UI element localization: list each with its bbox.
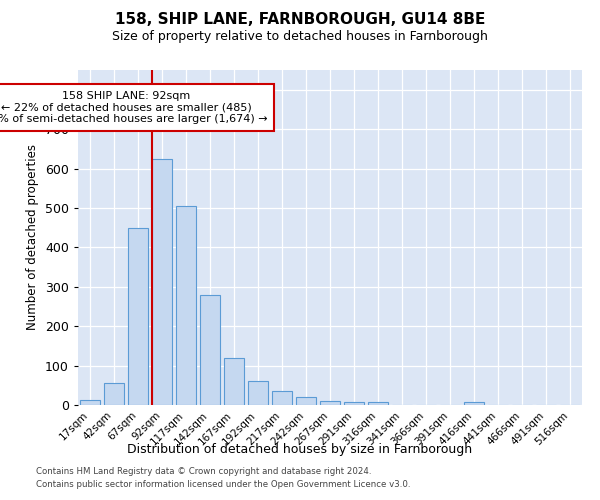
Bar <box>224 358 244 405</box>
Bar <box>272 391 292 405</box>
Text: 158 SHIP LANE: 92sqm
← 22% of detached houses are smaller (485)
78% of semi-deta: 158 SHIP LANE: 92sqm ← 22% of detached h… <box>0 91 268 124</box>
Bar <box>152 158 172 405</box>
Y-axis label: Number of detached properties: Number of detached properties <box>26 144 40 330</box>
Bar <box>128 228 148 405</box>
Bar <box>176 206 196 405</box>
Text: Size of property relative to detached houses in Farnborough: Size of property relative to detached ho… <box>112 30 488 43</box>
Bar <box>200 294 220 405</box>
Bar <box>248 380 268 405</box>
Bar <box>344 402 364 405</box>
Text: 158, SHIP LANE, FARNBOROUGH, GU14 8BE: 158, SHIP LANE, FARNBOROUGH, GU14 8BE <box>115 12 485 28</box>
Bar <box>80 400 100 405</box>
Bar <box>296 397 316 405</box>
Bar <box>320 401 340 405</box>
Bar <box>464 402 484 405</box>
Text: Contains public sector information licensed under the Open Government Licence v3: Contains public sector information licen… <box>36 480 410 489</box>
Text: Contains HM Land Registry data © Crown copyright and database right 2024.: Contains HM Land Registry data © Crown c… <box>36 467 371 476</box>
Bar <box>104 384 124 405</box>
Bar <box>368 402 388 405</box>
Text: Distribution of detached houses by size in Farnborough: Distribution of detached houses by size … <box>127 442 473 456</box>
